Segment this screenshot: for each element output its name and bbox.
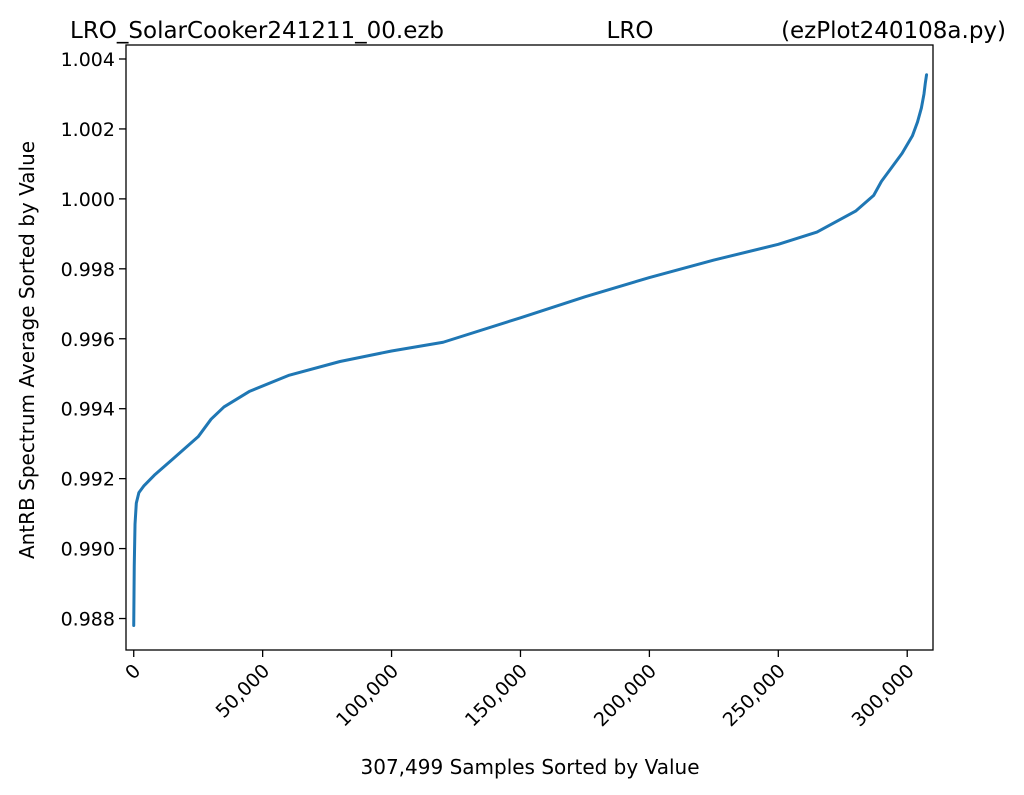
chart-title-left: LRO_SolarCooker241211_00.ezb	[70, 18, 444, 44]
y-tick-label: 0.994	[61, 399, 115, 421]
x-tick-label: 100,000	[332, 660, 403, 731]
y-tick-label: 0.992	[61, 469, 115, 491]
x-axis: 0 50,000 100,000 150,000 200,000 250,000 300,0…	[121, 650, 919, 731]
x-tick-label: 250,000	[719, 660, 790, 731]
axes-frame	[125, 44, 934, 651]
y-tick-label: 0.990	[61, 539, 115, 561]
y-axis: 0.988 0.990 0.992 0.994 0.996 0.998 1.000 1.002…	[61, 49, 126, 631]
chart-title-right: (ezPlot240108a.py)	[781, 18, 1006, 44]
x-tick-label: 0	[121, 660, 145, 684]
y-tick-label: 1.002	[61, 119, 115, 141]
x-tick-label: 50,000	[212, 660, 275, 723]
x-axis-label: 307,499 Samples Sorted by Value	[361, 755, 700, 779]
x-tick-label: 150,000	[461, 660, 532, 731]
y-tick-label: 0.996	[61, 329, 115, 351]
y-tick-label: 0.988	[61, 609, 115, 631]
chart-title-center: LRO	[607, 18, 654, 44]
series-line-0	[132, 73, 929, 628]
x-tick-label: 200,000	[590, 660, 661, 731]
x-tick-label: 300,000	[848, 660, 919, 731]
plot-area	[132, 73, 929, 628]
y-tick-label: 1.004	[61, 49, 115, 71]
y-tick-label: 1.000	[61, 189, 115, 211]
y-tick-label: 0.998	[61, 259, 115, 281]
y-axis-label: AntRB Spectrum Average Sorted by Value	[15, 141, 39, 559]
